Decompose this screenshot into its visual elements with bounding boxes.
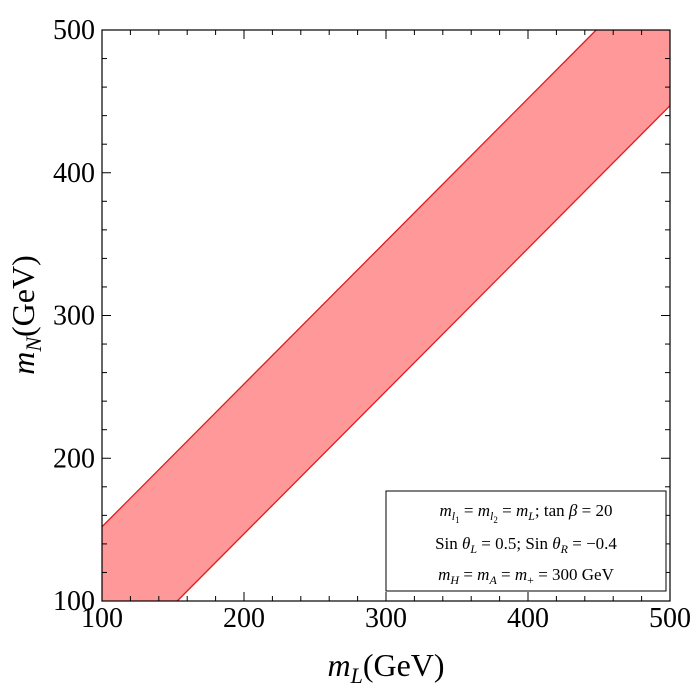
y-tick-label: 500 (53, 15, 95, 46)
upper-boundary-line (101, 29, 597, 528)
legend-line-1: ml1 = ml2 = mL; tan β = 20 (440, 501, 613, 525)
x-tick-label: 300 (365, 603, 407, 634)
x-tick-label: 200 (223, 603, 265, 634)
lower-boundary-line (176, 105, 671, 602)
legend-box (385, 490, 667, 592)
y-tick-label: 100 (53, 586, 95, 617)
allowed-region (102, 30, 670, 601)
legend-line-3: mH = mA = m+ = 300 GeV (438, 565, 614, 587)
y-tick-label: 200 (53, 443, 95, 474)
x-axis-label: mL(GeV) (327, 647, 444, 688)
x-tick-label: 400 (507, 603, 549, 634)
band-layer (101, 29, 671, 602)
x-tick-label: 500 (649, 603, 691, 634)
legend-line-2: Sin θL = 0.5; Sin θR = −0.4 (435, 534, 617, 556)
y-tick-label: 300 (53, 301, 95, 332)
ticks-layer: 100 200 300 400 500 100 200 300 400 500 (53, 15, 691, 634)
legend: ml1 = ml2 = mL; tan β = 20 Sin θL = 0.5;… (385, 490, 667, 592)
y-tick-label: 400 (53, 158, 95, 189)
y-axis-label: mN(GeV) (5, 255, 46, 375)
x-tick-label: 100 (81, 603, 123, 634)
